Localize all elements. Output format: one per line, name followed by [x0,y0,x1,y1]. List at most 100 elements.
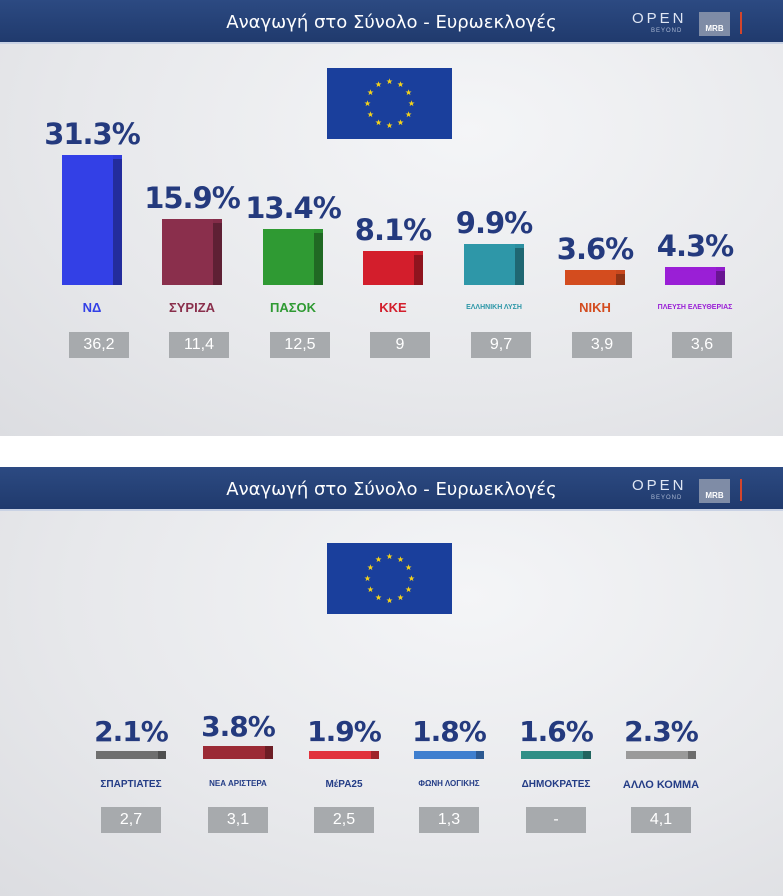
bar-side [113,155,122,285]
eu-flag-icon [327,543,452,614]
header-bar: Αναγωγή στο Σύνολο - Ευρωεκλογές OPEN BE… [0,467,783,511]
previous-result: 2,5 [314,807,374,833]
bar [363,251,423,285]
value-label: 4.3% [656,229,734,264]
party-name: ΔΗΜΟΚΡΑΤΕΣ [521,779,591,790]
party-logo: ΣΥΡΙΖΑ [150,292,234,326]
party-name: ΣΠΑΡΤΙΑΤΕΣ [100,779,162,790]
party-name: ΦΩΝΗ ΛΟΓΙΚΗΣ [418,779,480,788]
logo-divider [740,479,742,501]
previous-result: - [526,807,586,833]
open-logo: OPEN [632,477,687,494]
value-label: 2.3% [624,714,699,748]
party-name: ΝΕΑ ΑΡΙΣΤΕΡΑ [209,779,267,788]
party-logo: ΜέΡΑ25 [302,779,386,813]
party-logo: ΝΔ [50,292,134,326]
bar [309,751,379,759]
mrb-logo: MRB [699,479,730,503]
value-label: 1.8% [412,715,487,748]
previous-result: 1,3 [419,807,479,833]
bar [414,751,484,759]
previous-result: 36,2 [69,332,129,358]
bar-side [314,229,323,285]
bar-top [565,270,625,275]
previous-result: 11,4 [169,332,229,358]
previous-result: 12,5 [270,332,330,358]
previous-result: 3,1 [208,807,268,833]
bar-top [263,229,323,234]
bar [263,229,323,285]
party-logo: ΝΙΚΗ [553,292,637,326]
header-title: Αναγωγή στο Σύνολο - Ευρωεκλογές [226,479,557,500]
bar-top [363,251,423,256]
party-logo: ΑΛΛΟ ΚΟΜΜΑ [619,779,703,813]
party-name: ΝΔ [82,300,102,315]
bar [62,155,122,285]
value-label: 13.4% [245,191,342,226]
bar-side [688,750,696,759]
logo-divider [740,12,742,34]
party-name: ΠΑΣΟΚ [269,300,317,315]
bar-side [476,751,484,759]
previous-result: 9 [370,332,430,358]
value-label: 15.9% [144,180,241,215]
bar-side [616,270,625,285]
party-name: ΜέΡΑ25 [325,779,363,790]
open-beyond-logo: BEYOND [651,495,683,501]
bar-top [464,243,524,248]
bar-side [583,751,591,759]
bar-side [265,745,273,759]
party-name: ΠΛΕΥΣΗ ΕΛΕΥΘΕΡΙΑΣ [657,304,733,311]
previous-result: 3,6 [672,332,732,358]
value-label: 3.6% [556,232,634,267]
party-logo: ΝΕΑ ΑΡΙΣΤΕΡΑ [196,779,280,813]
party-name: ΝΙΚΗ [579,300,611,315]
previous-result: 4,1 [631,807,691,833]
results-panel-others: Αναγωγή στο Σύνολο - Ευρωεκλογές OPEN BE… [0,467,783,896]
open-logo: OPEN [632,10,687,27]
party-logo: ΕΛΛΗΝΙΚΗ ΛΥΣΗ [452,292,536,326]
value-label: 1.6% [519,715,594,748]
party-name: ΕΛΛΗΝΙΚΗ ΛΥΣΗ [466,304,522,311]
results-panel-main: Αναγωγή στο Σύνολο - Ευρωεκλογές OPEN BE… [0,0,783,436]
party-name: ΑΛΛΟ ΚΟΜΜΑ [622,779,700,791]
open-beyond-logo: BEYOND [651,28,683,34]
mrb-logo: MRB [699,12,730,36]
eu-flag-icon [327,68,452,139]
bar-side [158,751,166,759]
bar [96,751,166,759]
previous-result: 9,7 [471,332,531,358]
bar-side [371,751,379,759]
bar [203,745,273,759]
party-logo: ΦΩΝΗ ΛΟΓΙΚΗΣ [407,779,491,813]
value-label: 1.9% [307,715,382,748]
value-label: 2.1% [94,715,169,748]
value-label: 3.8% [201,709,276,743]
bar [521,751,591,759]
bar [162,218,222,285]
party-logo: ΣΠΑΡΤΙΑΤΕΣ [89,779,173,813]
bar [665,267,725,285]
previous-result: 2,7 [101,807,161,833]
party-logo: ΠΛΕΥΣΗ ΕΛΕΥΘΕΡΙΑΣ [653,292,737,326]
header-title: Αναγωγή στο Σύνολο - Ευρωεκλογές [226,12,557,33]
party-logo: ΚΚΕ [351,292,435,326]
bar-side [414,251,423,285]
party-name: ΣΥΡΙΖΑ [168,300,216,315]
value-label: 31.3% [44,117,141,151]
bar-top [162,218,222,223]
party-name: ΚΚΕ [379,300,407,315]
bar [626,750,696,759]
bar-top [62,155,122,159]
header-bar: Αναγωγή στο Σύνολο - Ευρωεκλογές OPEN BE… [0,0,783,44]
bar [464,243,524,285]
party-logo: ΔΗΜΟΚΡΑΤΕΣ [514,779,598,813]
previous-result: 3,9 [572,332,632,358]
party-logo: ΠΑΣΟΚ [251,292,335,326]
value-label: 8.1% [354,213,432,248]
bar-side [716,267,725,285]
value-label: 9.9% [455,205,533,240]
bar-top [665,267,725,272]
bar-side [515,243,524,285]
bar-side [213,218,222,285]
